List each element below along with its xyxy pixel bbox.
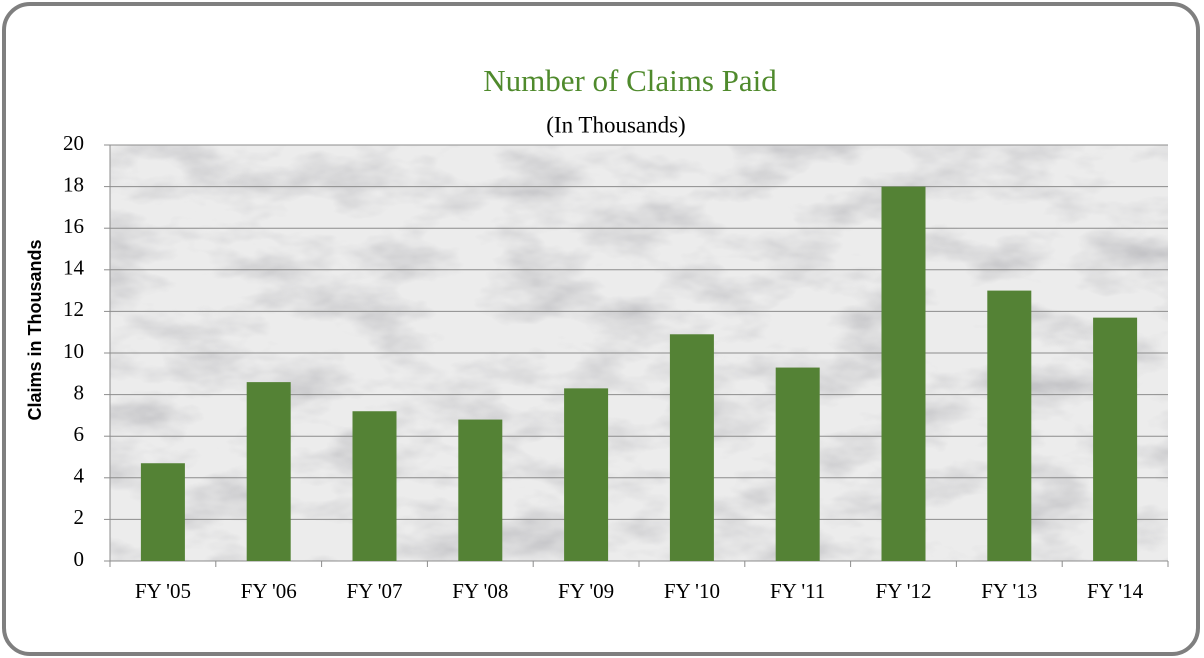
- bar: [141, 463, 185, 561]
- x-tick-label: FY '14: [1087, 579, 1144, 603]
- bar: [882, 187, 926, 561]
- chart: Number of Claims Paid (In Thousands) Cla…: [0, 0, 1204, 658]
- x-tick-label: FY '13: [981, 579, 1037, 603]
- x-tick-label: FY '08: [452, 579, 508, 603]
- y-axis-label: Claims in Thousands: [25, 239, 45, 420]
- x-tick-label: FY '07: [346, 579, 402, 603]
- bar: [353, 411, 397, 561]
- y-tick-label: 6: [74, 422, 85, 446]
- bar: [564, 388, 608, 561]
- bar: [987, 291, 1031, 561]
- y-tick-label: 4: [74, 464, 85, 488]
- chart-title: Number of Claims Paid: [483, 63, 777, 98]
- bar: [776, 368, 820, 561]
- bar: [670, 334, 714, 561]
- y-tick-label: 16: [63, 214, 84, 238]
- y-tick-label: 18: [63, 172, 84, 196]
- chart-subtitle: (In Thousands): [546, 112, 685, 137]
- bar: [247, 382, 291, 561]
- x-tick-label: FY '11: [770, 579, 825, 603]
- x-tick-label: FY '06: [241, 579, 297, 603]
- y-tick-label: 12: [63, 297, 84, 321]
- y-tick-label: 20: [63, 131, 84, 155]
- x-tick-label: FY '05: [135, 579, 191, 603]
- y-tick-label: 10: [63, 339, 84, 363]
- x-tick-label: FY '10: [664, 579, 720, 603]
- bar: [458, 420, 502, 561]
- y-tick-label: 2: [74, 505, 85, 529]
- bar: [1093, 318, 1137, 561]
- x-tick-label: FY '12: [875, 579, 931, 603]
- x-tick-label: FY '09: [558, 579, 614, 603]
- y-tick-label: 14: [63, 256, 85, 280]
- y-tick-label: 0: [74, 547, 85, 571]
- y-tick-label: 8: [74, 380, 85, 404]
